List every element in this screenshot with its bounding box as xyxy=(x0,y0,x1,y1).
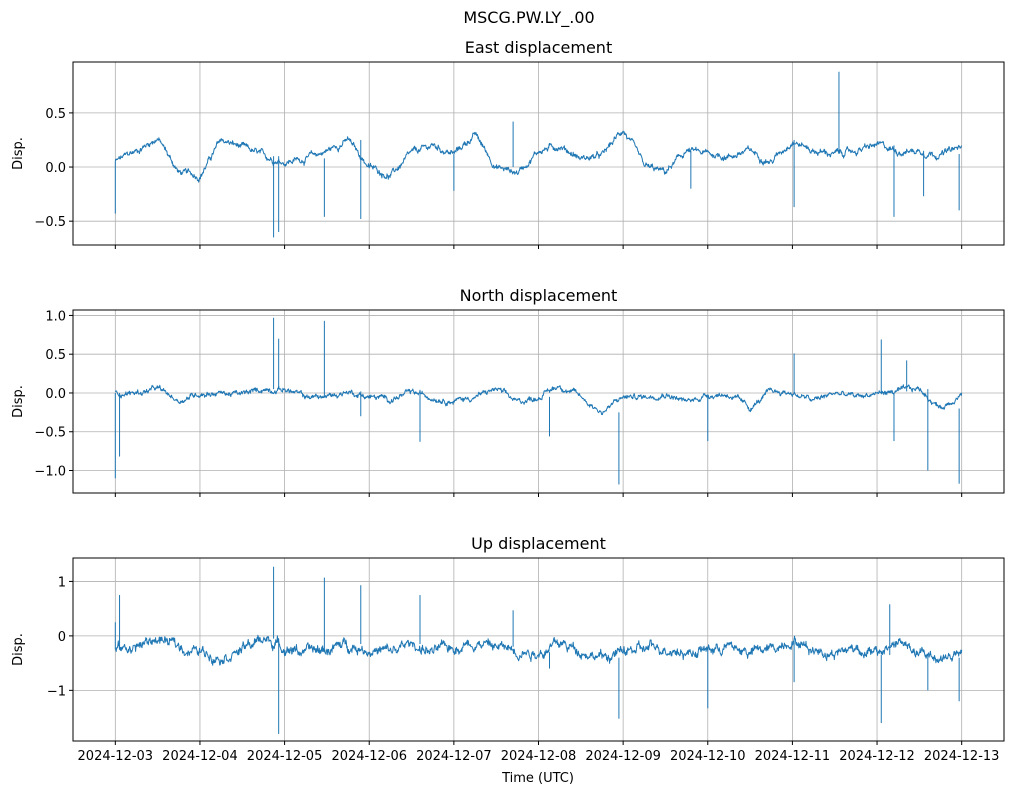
y-axis-label: Disp. xyxy=(11,137,26,170)
x-tick-label: 2024-12-07 xyxy=(416,749,492,764)
y-tick-label: 1 xyxy=(58,575,66,590)
y-axis-label: Disp. xyxy=(11,385,26,418)
panel-title: Up displacement xyxy=(471,534,606,553)
series-line xyxy=(114,130,963,183)
y-axis-label: Disp. xyxy=(11,633,26,666)
panel-title: North displacement xyxy=(460,286,618,305)
x-tick-label: 2024-12-13 xyxy=(924,749,1000,764)
series-line xyxy=(115,634,963,666)
x-tick-label: 2024-12-06 xyxy=(331,749,407,764)
y-tick-label: −1.0 xyxy=(34,465,66,480)
y-tick-label: −0.5 xyxy=(34,215,66,230)
panel-title: East displacement xyxy=(465,38,612,57)
y-tick-label: −0.5 xyxy=(34,426,66,441)
y-tick-label: 0.0 xyxy=(45,161,66,176)
y-tick-label: 0.5 xyxy=(45,348,66,363)
y-tick-label: 0.0 xyxy=(45,387,66,402)
axes-frame xyxy=(72,61,1005,246)
y-tick-label: 0.5 xyxy=(45,107,66,122)
x-tick-label: 2024-12-04 xyxy=(162,749,238,764)
x-axis-label: Time (UTC) xyxy=(501,771,574,786)
x-tick-label: 2024-12-05 xyxy=(247,749,323,764)
x-tick-label: 2024-12-11 xyxy=(755,749,831,764)
panel-0: 0.5 0.0 −0.5 East displacement Disp. xyxy=(11,38,1005,249)
figure-title: MSCG.PW.LY_.00 xyxy=(463,8,594,28)
x-tick-label: 2024-12-10 xyxy=(670,749,746,764)
x-tick-label: 2024-12-09 xyxy=(585,749,661,764)
x-tick-label: 2024-12-08 xyxy=(501,749,577,764)
panel-2: 2024-12-03 2024-12-04 2024-12-05 2024-12-06… xyxy=(11,534,1005,764)
y-tick-label: 1.0 xyxy=(45,309,66,324)
panel-1: 1.0 0.5 0.0 −0.5 −1.0 North displacement Disp. xyxy=(11,286,1005,497)
x-tick-label: 2024-12-12 xyxy=(839,749,915,764)
y-tick-label: −1 xyxy=(47,684,66,699)
axes-frame xyxy=(72,309,1005,494)
axes-frame xyxy=(72,557,1005,742)
series-line xyxy=(114,384,963,416)
y-tick-label: 0 xyxy=(58,630,66,645)
x-tick-label: 2024-12-03 xyxy=(78,749,154,764)
